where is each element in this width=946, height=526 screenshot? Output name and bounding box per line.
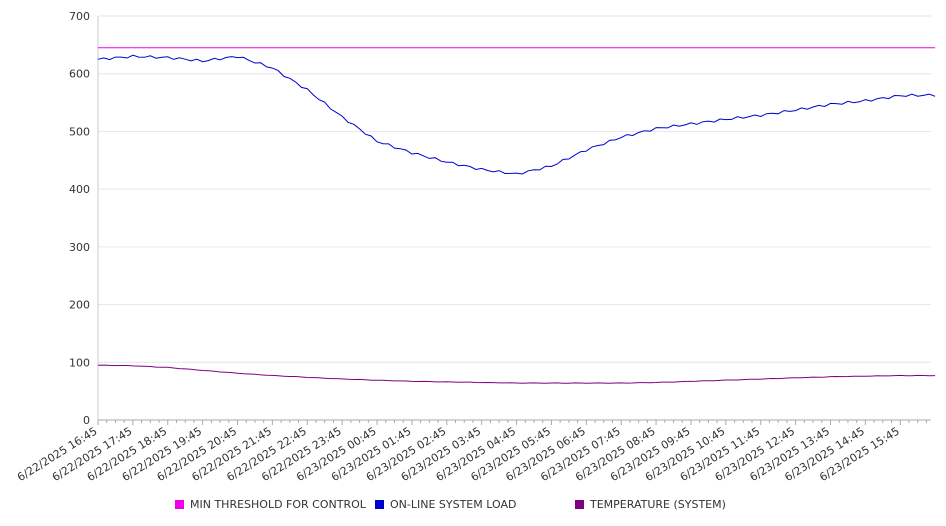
legend-label-system-load: ON-LINE SYSTEM LOAD <box>390 498 517 511</box>
legend-swatch-temperature <box>575 500 584 509</box>
legend-swatch-system-load <box>375 500 384 509</box>
y-tick-label: 500 <box>69 125 90 138</box>
chart-legend: MIN THRESHOLD FOR CONTROL ON-LINE SYSTEM… <box>0 498 946 514</box>
y-tick-label: 400 <box>69 183 90 196</box>
y-tick-label: 0 <box>83 414 90 427</box>
y-axis-tick-labels: 0 100 200 300 400 500 600 700 <box>69 10 90 427</box>
y-tick-label: 700 <box>69 10 90 23</box>
x-axis-tick-labels: 6/22/2025 16:456/22/2025 17:456/22/2025 … <box>15 425 902 485</box>
legend-item-system-load[interactable]: ON-LINE SYSTEM LOAD <box>375 498 516 511</box>
y-tick-label: 600 <box>69 68 90 81</box>
y-tick-label: 200 <box>69 299 90 312</box>
legend-label-min-threshold: MIN THRESHOLD FOR CONTROL <box>190 498 366 511</box>
chart-grid <box>98 15 931 363</box>
y-tick-label: 300 <box>69 241 90 254</box>
y-tick-label: 100 <box>69 356 90 369</box>
legend-item-temperature[interactable]: TEMPERATURE (SYSTEM) <box>575 498 726 511</box>
series-line-temperature <box>97 364 936 384</box>
chart-series <box>97 47 936 384</box>
series-line-system-load <box>97 54 936 175</box>
legend-swatch-min-threshold <box>175 500 184 509</box>
chart-axes <box>97 16 931 425</box>
legend-label-temperature: TEMPERATURE (SYSTEM) <box>590 498 726 511</box>
legend-item-min-threshold[interactable]: MIN THRESHOLD FOR CONTROL <box>175 498 366 511</box>
